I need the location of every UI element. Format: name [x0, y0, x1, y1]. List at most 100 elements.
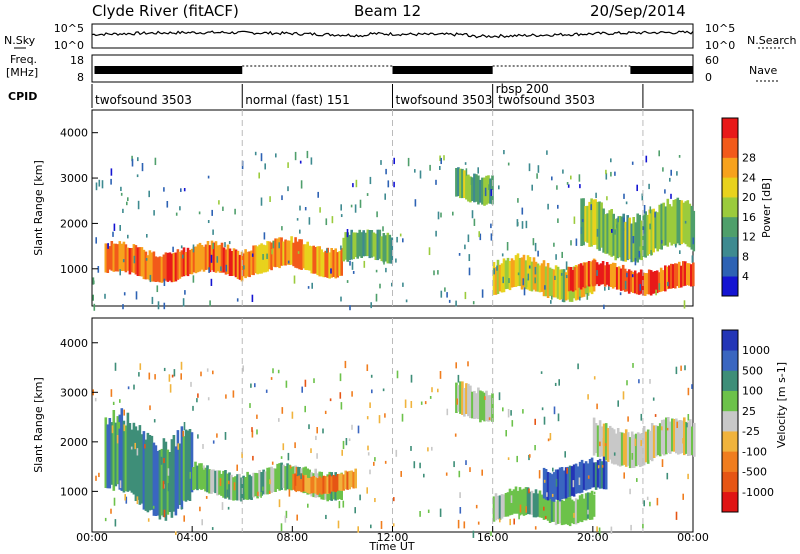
powerData-cell — [585, 262, 589, 286]
powerData-cell — [248, 251, 251, 278]
powerData-cell — [360, 232, 363, 258]
powerData-cell — [374, 233, 378, 260]
velData-speck — [410, 446, 412, 451]
velData-cell — [216, 470, 219, 496]
velData-speck — [324, 410, 327, 415]
velData-cell — [264, 471, 267, 495]
powerData-speck — [641, 193, 644, 201]
velData-cell — [586, 492, 590, 519]
powerData-speck — [503, 150, 505, 155]
velData-cell — [316, 478, 319, 495]
powerData-speck — [468, 267, 471, 276]
velData-cell — [566, 497, 570, 525]
powerCbar-label-2: 12 — [742, 231, 756, 244]
powerData-speck — [363, 260, 366, 268]
velYTicks-label-2: 3000 — [60, 386, 88, 399]
velData-speck — [626, 380, 628, 386]
velData-speck — [252, 455, 254, 461]
velData-cell — [286, 463, 289, 490]
powerData-cell — [629, 270, 633, 292]
velData-cell — [336, 474, 339, 491]
powerData-cell — [645, 273, 649, 295]
powerData-speck — [308, 217, 311, 225]
powerData-speck — [429, 164, 431, 171]
velData-cell — [184, 429, 188, 502]
x-axis-label: Time UT — [368, 540, 414, 553]
velData-cell — [252, 472, 255, 498]
velData-speck — [250, 383, 252, 388]
powerData-cell — [288, 240, 291, 265]
powerData-speck — [632, 236, 635, 244]
x-tick-label-6: 00:00 — [677, 531, 709, 544]
velData-speck — [294, 442, 296, 449]
velData-speck — [518, 513, 520, 520]
powerData-speck — [484, 187, 487, 197]
velData-cell — [544, 492, 548, 520]
velData-speck — [344, 360, 347, 369]
velCbar-label-5: 100 — [742, 385, 763, 398]
powerData-speck — [260, 153, 263, 162]
powerData-speck — [402, 282, 404, 287]
velData-cell — [346, 471, 349, 490]
powerData-cell — [631, 272, 635, 293]
x-tick-label-4: 16:00 — [477, 531, 509, 544]
powerData-cell — [692, 262, 695, 287]
freq-label-1: Freq. — [10, 53, 37, 66]
powerData-cell — [258, 244, 261, 274]
velData-cell — [496, 495, 500, 519]
velData-cell — [328, 474, 331, 494]
powerData-cell — [649, 270, 653, 296]
powerData-speck — [95, 237, 97, 244]
powerCbar-swatch — [722, 256, 738, 277]
powerData-speck — [266, 253, 268, 260]
velData-speck — [304, 405, 306, 413]
velData-cell — [584, 461, 588, 491]
velData-cell — [204, 467, 207, 492]
powerData-cell — [612, 213, 615, 256]
velData-speck — [144, 444, 146, 449]
freq-panel: Freq. [MHz] 18 8 60 0 Nave — [6, 53, 780, 84]
velData-speck — [180, 361, 183, 370]
velData-speck — [278, 418, 280, 422]
velData-speck — [315, 435, 317, 441]
powerData-speck — [534, 277, 536, 284]
velData-cell — [226, 473, 229, 498]
powerData-cell — [461, 168, 464, 199]
powerData-speck — [349, 305, 351, 311]
powerData-speck — [561, 299, 564, 302]
powerData-speck — [281, 195, 283, 201]
powerData-cell — [587, 261, 591, 287]
powerData-cell — [366, 229, 370, 257]
velData-speck — [242, 365, 244, 372]
velData-cell — [136, 430, 140, 500]
powerData-speck — [95, 182, 98, 191]
powerData-speck — [97, 266, 100, 273]
powerData-speck — [464, 244, 466, 250]
powerData-speck — [547, 203, 549, 210]
powerData-speck — [490, 189, 493, 197]
powerData-speck — [272, 240, 275, 249]
powerData-cell — [680, 265, 683, 288]
velData-speck — [513, 518, 515, 525]
cpid-segment-3: rbsp 200 — [496, 82, 549, 96]
velData-cell — [132, 422, 136, 495]
powerData-speck — [376, 211, 378, 218]
powerData-cell — [228, 248, 232, 276]
velData-speck — [119, 399, 121, 403]
noise-sky-trace — [91, 30, 694, 39]
velData-cell — [274, 468, 277, 492]
powerData-cell — [322, 252, 325, 278]
velData-speck — [682, 438, 684, 444]
velData-speck — [439, 371, 442, 379]
velData-speck — [177, 443, 179, 450]
velData-cell — [256, 473, 259, 499]
powerData-cell — [178, 251, 182, 279]
velData-speck — [490, 531, 492, 536]
velData-cell — [487, 395, 490, 422]
powerData-speck — [464, 291, 467, 300]
powerData-speck — [192, 244, 195, 253]
velData-cell — [262, 469, 265, 495]
powerData-cell — [498, 264, 502, 292]
